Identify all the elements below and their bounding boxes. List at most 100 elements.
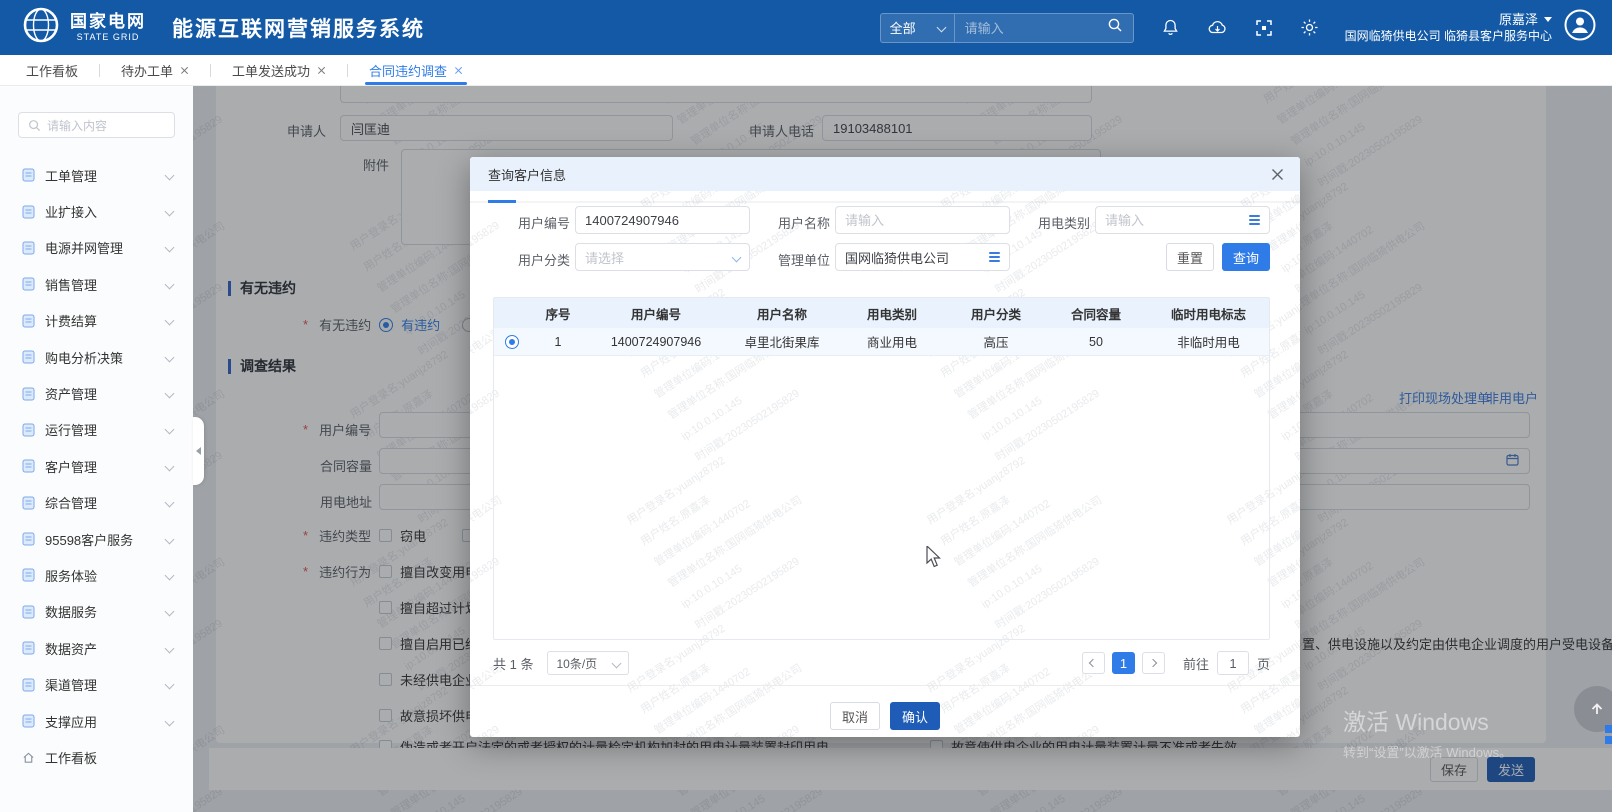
- reset-button[interactable]: 重置: [1166, 243, 1214, 271]
- prev-page-button[interactable]: [1081, 652, 1105, 674]
- bell-icon[interactable]: [1161, 18, 1180, 37]
- table-row[interactable]: 1 1400724907946 卓里北街果库 商业用电 高压 50 非临时用电: [494, 328, 1269, 356]
- tab-order-sent[interactable]: 工单发送成功: [224, 55, 334, 85]
- bg-partial-input[interactable]: [340, 85, 1092, 103]
- power-type-input[interactable]: [1095, 206, 1270, 234]
- radio-breach-yes[interactable]: [379, 317, 394, 332]
- sidebar-item-label: 工单管理: [45, 168, 98, 184]
- confirm-button[interactable]: 确认: [890, 702, 940, 730]
- user-class-select[interactable]: 请选择: [575, 243, 750, 271]
- user-block[interactable]: 原嘉泽 国网临猗供电公司 临猗县客户服务中心: [1345, 11, 1552, 45]
- sidebar-item-95598-service[interactable]: 95598客户服务: [0, 521, 193, 557]
- save-button[interactable]: 保存: [1430, 757, 1478, 782]
- document-icon: [22, 277, 35, 291]
- list-picker-icon[interactable]: [1249, 215, 1260, 225]
- current-page-button[interactable]: 1: [1111, 652, 1135, 674]
- sidebar-item-support-apps[interactable]: 支撑应用: [0, 703, 193, 739]
- sidebar-collapse-handle[interactable]: [193, 417, 204, 485]
- sidebar-item-order-mgmt[interactable]: 工单管理: [0, 157, 193, 193]
- sidebar-item-asset-mgmt[interactable]: 资产管理: [0, 375, 193, 411]
- sidebar-item-customer-mgmt[interactable]: 客户管理: [0, 448, 193, 484]
- tab-track: [470, 201, 1300, 203]
- home-icon: [23, 752, 34, 763]
- sidebar-item-purchase-analysis[interactable]: 购电分析决策: [0, 339, 193, 375]
- sidebar-item-operation-mgmt[interactable]: 运行管理: [0, 412, 193, 448]
- behavior-label-row: * 违约行为 擅自改变用电类: [303, 562, 491, 581]
- chevron-down-icon: [164, 679, 175, 690]
- document-icon: [22, 605, 35, 619]
- dialog-footer: 取消 确认: [470, 702, 1300, 730]
- checkbox-behavior-1[interactable]: [379, 565, 393, 578]
- close-icon[interactable]: [317, 66, 326, 75]
- checkbox-behavior-2[interactable]: [379, 601, 392, 614]
- applicant-field[interactable]: 闫匡迪: [340, 115, 673, 141]
- send-button[interactable]: 发送: [1487, 757, 1535, 782]
- cloud-icon[interactable]: [1207, 18, 1228, 37]
- gear-icon[interactable]: [1300, 18, 1319, 37]
- col-header: 序号: [545, 307, 571, 322]
- avatar[interactable]: [1564, 9, 1596, 46]
- user-name: 原嘉泽: [1345, 11, 1552, 29]
- cancel-button[interactable]: 取消: [830, 702, 880, 730]
- print-field-ticket-link[interactable]: 打印现场处理单: [1399, 391, 1491, 406]
- chevron-down-icon: [164, 643, 175, 654]
- tab-contract-breach-survey[interactable]: 合同违约调查: [361, 55, 471, 85]
- chevron-left-icon: [1089, 658, 1098, 668]
- sidebar-item-data-asset[interactable]: 数据资产: [0, 630, 193, 666]
- calendar-icon[interactable]: [1506, 453, 1519, 469]
- tab-label: 合同违约调查: [369, 63, 448, 79]
- sidebar-item-data-service[interactable]: 数据服务: [0, 594, 193, 630]
- search-icon[interactable]: [1107, 17, 1123, 38]
- next-page-button[interactable]: [1141, 652, 1165, 674]
- applicant-phone-field[interactable]: 19103488101: [822, 115, 1092, 141]
- behavior-row: 未经供电企业许: [379, 670, 491, 689]
- chevron-down-icon: [612, 658, 622, 668]
- org-input[interactable]: [835, 243, 1010, 271]
- checkbox-steal[interactable]: [379, 529, 393, 542]
- user-no-input[interactable]: [575, 206, 750, 234]
- close-icon[interactable]: [180, 66, 189, 75]
- breach-radio-label: 有无违约: [319, 318, 372, 333]
- tab-todo-orders[interactable]: 待办工单: [113, 55, 197, 85]
- sidebar-item-workboard[interactable]: 工作看板: [0, 739, 193, 775]
- behavior-row: 故意损坏供电企: [379, 706, 491, 725]
- search-input[interactable]: 请输入: [964, 21, 1004, 36]
- list-picker-icon[interactable]: [989, 252, 1000, 262]
- back-to-top-button[interactable]: [1574, 686, 1612, 732]
- user-name-input[interactable]: [835, 206, 1010, 234]
- sidebar-search-input[interactable]: 请输入内容: [18, 112, 175, 138]
- sidebar-item-sales-mgmt[interactable]: 销售管理: [0, 266, 193, 302]
- document-icon: [22, 532, 35, 546]
- checkbox-behavior-3[interactable]: [379, 637, 392, 650]
- checkbox-behavior-4[interactable]: [379, 673, 392, 686]
- applicant-phone-label: 申请人电话: [749, 124, 815, 139]
- user-class-label: 用户分类: [517, 253, 570, 268]
- scan-icon[interactable]: [1255, 19, 1273, 37]
- search-scope-select[interactable]: 全部: [881, 13, 955, 42]
- sidebar-item-grid-connection[interactable]: 电源并网管理: [0, 230, 193, 266]
- tab-workboard[interactable]: 工作看板: [18, 55, 86, 85]
- sidebar-item-billing[interactable]: 计费结算: [0, 303, 193, 339]
- org-label: 管理单位: [777, 253, 830, 268]
- cell-user-name: 卓里北街果库: [744, 336, 820, 350]
- sidebar-item-biz-expansion[interactable]: 业扩接入: [0, 193, 193, 229]
- col-header: 用户编号: [630, 307, 681, 322]
- close-icon[interactable]: [1271, 168, 1284, 181]
- sidebar-item-service-experience[interactable]: 服务体验: [0, 557, 193, 593]
- chevron-down-icon: [164, 716, 175, 726]
- tab-label: 工作看板: [26, 63, 79, 79]
- breach-yes-label: 有违约: [401, 318, 441, 333]
- non-power-user-link[interactable]: 非用电户: [1486, 391, 1539, 406]
- sidebar-item-general-mgmt[interactable]: 综合管理: [0, 485, 193, 521]
- page-size-select[interactable]: 10条/页: [547, 651, 630, 675]
- query-button[interactable]: 查询: [1222, 243, 1270, 271]
- sidebar-item-label: 综合管理: [45, 496, 98, 512]
- checkbox-behavior-5[interactable]: [379, 709, 392, 722]
- section-result-title: 调查结果: [228, 359, 296, 374]
- tab-separator: [99, 63, 101, 77]
- goto-page-input[interactable]: 1: [1216, 651, 1249, 675]
- close-icon[interactable]: [454, 66, 463, 75]
- sidebar-item-channel-mgmt[interactable]: 渠道管理: [0, 666, 193, 702]
- row-radio[interactable]: [505, 334, 519, 349]
